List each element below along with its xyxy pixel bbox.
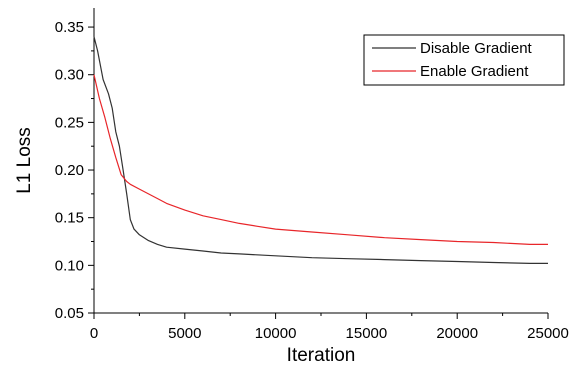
- y-tick-label: 0.25: [55, 114, 84, 131]
- legend: Disable Gradient Enable Gradient: [363, 34, 565, 86]
- series-line-enable-gradient: [93, 74, 548, 245]
- ticks: 0 5000 10000 15000 20000 25000 0.05 0.10 0.15 0.2…: [55, 19, 569, 342]
- legend-label-enable-gradient: Enable Gradient: [420, 63, 529, 80]
- x-tick-label: 20000: [436, 325, 478, 342]
- y-tick-label: 0.15: [55, 210, 84, 227]
- y-axis-title: L1 Loss: [14, 127, 35, 194]
- y-tick-label: 0.10: [55, 257, 84, 274]
- x-axis-title: Iteration: [287, 345, 356, 366]
- legend-label-disable-gradient: Disable Gradient: [420, 40, 533, 57]
- x-tick-label: 5000: [168, 325, 201, 342]
- legend-box: [363, 34, 565, 86]
- series-layer: [93, 36, 548, 264]
- y-tick-label: 0.05: [55, 305, 84, 322]
- x-tick-label: 0: [90, 325, 98, 342]
- y-tick-label: 0.30: [55, 67, 84, 84]
- y-tick-label: 0.35: [55, 19, 84, 36]
- x-tick-label: 25000: [527, 325, 569, 342]
- series-line-disable-gradient: [93, 36, 548, 264]
- x-tick-label: 10000: [255, 325, 297, 342]
- y-tick-label: 0.20: [55, 162, 84, 179]
- x-tick-label: 15000: [346, 325, 388, 342]
